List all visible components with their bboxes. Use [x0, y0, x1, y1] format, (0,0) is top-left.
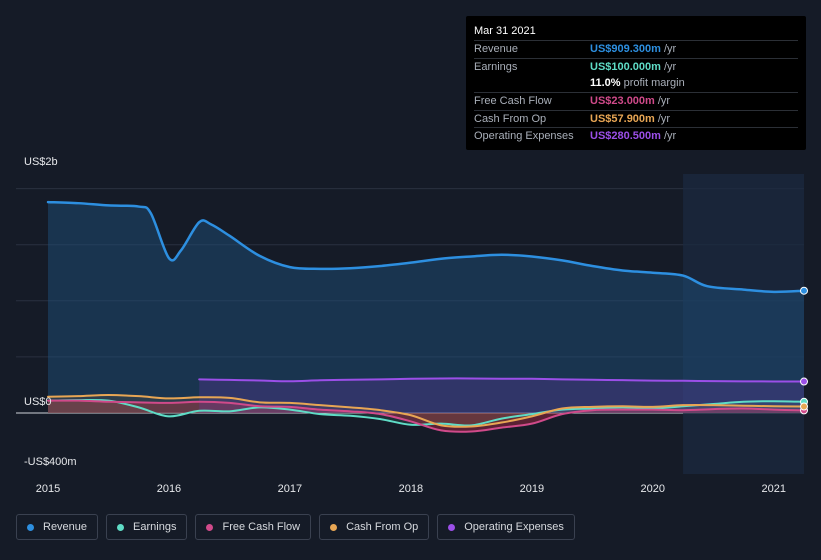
- y-label-top: US$2b: [24, 156, 58, 168]
- legend-dot-icon: [117, 523, 125, 531]
- x-tick-label: 2015: [36, 483, 60, 495]
- revenue-area: [48, 202, 804, 413]
- legend-item-revenue[interactable]: Revenue: [16, 514, 99, 540]
- operating-expenses-area: [199, 378, 804, 413]
- operating-expenses-line: [198, 377, 805, 383]
- earnings-line: [47, 398, 805, 427]
- tooltip-row: 11.0% profit margin: [474, 75, 798, 92]
- x-tick-label: 2021: [762, 483, 786, 495]
- tooltip-row-value: US$909.300m: [590, 43, 661, 55]
- tooltip-row-value: US$57.900m: [590, 112, 655, 125]
- tooltip-row: Free Cash Flow US$23.000m/yr: [474, 92, 798, 110]
- legend-dot-icon: [330, 523, 338, 531]
- tooltip-row-value: US$23.000m: [590, 95, 655, 108]
- legend-label: Free Cash Flow: [222, 521, 301, 533]
- tooltip-row-value: US$100.000m: [590, 60, 661, 73]
- tooltip-row-label: Operating Expenses: [474, 130, 574, 143]
- tooltip-row-label: Cash From Op: [474, 112, 547, 125]
- tooltip-row-unit: /yr: [663, 43, 677, 55]
- tooltip-row-unit: profit margin: [623, 77, 685, 90]
- tooltip-row-value: US$280.500m: [590, 130, 661, 143]
- revenue-line: [46, 200, 806, 294]
- tooltip-row: Earnings US$100.000m/yr: [474, 57, 798, 76]
- legend-label: Revenue: [43, 521, 88, 533]
- x-tick-label: 2017: [278, 483, 302, 495]
- free-cash-flow-line: [47, 399, 805, 433]
- cash-from-op-end-dot[interactable]: [800, 402, 808, 411]
- cash-from-op-line: [47, 394, 805, 428]
- tooltip-panel: Mar 31 2021 Revenue US$909.300m/yr Earning…: [466, 16, 806, 150]
- tooltip-row-label: Free Cash Flow: [474, 95, 552, 108]
- tooltip-row-label: Revenue: [474, 43, 519, 55]
- tooltip-row: Revenue US$909.300m/yr: [474, 40, 798, 58]
- legend-dot-icon: [206, 523, 214, 531]
- legend: Revenue Earnings Free Cash Flow Cash From O…: [16, 514, 575, 542]
- legend-item-cash-from-op[interactable]: Cash From Op: [319, 514, 430, 540]
- legend-label: Operating Expenses: [464, 521, 564, 533]
- tooltip-row-label: [474, 75, 590, 92]
- x-tick-label: 2019: [520, 483, 544, 495]
- x-tick-label: 2016: [157, 483, 181, 495]
- tooltip-date: Mar 31 2021: [474, 25, 536, 37]
- x-axis-ticks: 2015 2016 2017 2018 2019 2020 2021: [36, 483, 786, 495]
- tooltip-row-unit: /yr: [657, 95, 671, 108]
- legend-item-earnings[interactable]: Earnings: [106, 514, 188, 540]
- revenue-end-dot[interactable]: [800, 286, 808, 295]
- y-label-bottom: -US$400m: [24, 456, 77, 468]
- tooltip-row-unit: /yr: [657, 112, 671, 125]
- line-layer: [46, 200, 806, 433]
- legend-item-operating-expenses[interactable]: Operating Expenses: [437, 514, 575, 540]
- tooltip-row-unit: /yr: [663, 60, 677, 73]
- legend-dot-icon: [448, 523, 456, 531]
- tooltip-row-label: Earnings: [474, 60, 518, 73]
- tooltip-row-unit: /yr: [663, 130, 677, 143]
- x-tick-label: 2018: [399, 483, 423, 495]
- tooltip-row-value: 11.0%: [590, 77, 621, 90]
- operating-expenses-end-dot[interactable]: [800, 377, 808, 386]
- legend-item-free-cash-flow[interactable]: Free Cash Flow: [195, 514, 312, 540]
- endpoint-dots: [800, 286, 808, 415]
- x-tick-label: 2020: [641, 483, 665, 495]
- tooltip-row: Operating Expenses US$280.500m/yr: [474, 127, 798, 145]
- legend-dot-icon: [27, 523, 34, 531]
- legend-label: Cash From Op: [346, 521, 419, 533]
- tooltip-row: Cash From Op US$57.900m/yr: [474, 109, 798, 128]
- legend-label: Earnings: [133, 521, 177, 533]
- y-label-zero: US$0: [24, 396, 52, 408]
- free-cash-flow-area: [48, 400, 804, 432]
